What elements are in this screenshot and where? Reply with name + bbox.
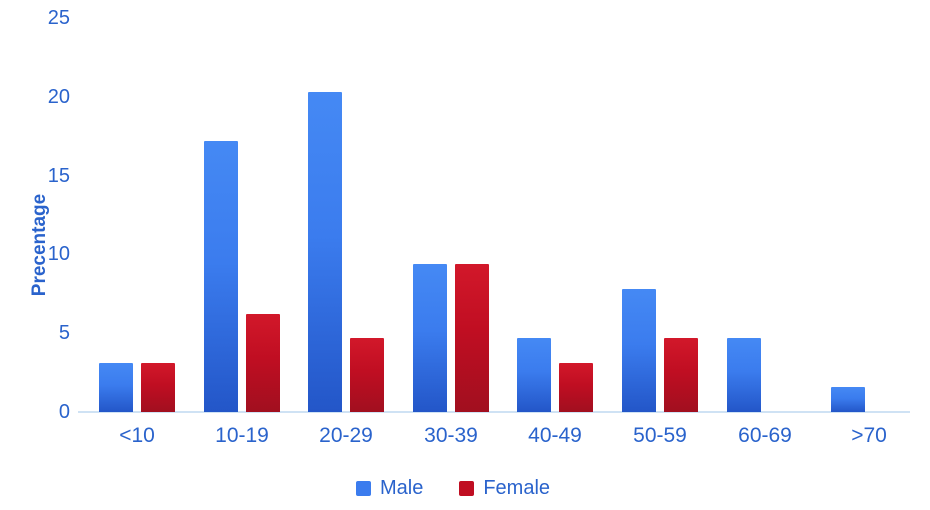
y-tick-label: 10 [47, 243, 70, 266]
legend-swatch-male [355, 481, 371, 496]
y-tick-label: 20 [47, 85, 70, 108]
legend-label: Male [379, 477, 424, 499]
y-tick-label: 5 [58, 322, 70, 345]
y-tick-label: 0 [58, 401, 70, 423]
x-tick-label: 60-69 [738, 424, 792, 447]
bar-female-50-59 [664, 338, 698, 412]
bar-female-20-29 [350, 338, 384, 412]
x-tick-label: 40-49 [528, 424, 582, 447]
bar-female-10-19 [246, 314, 280, 412]
legend-item-male: Male [355, 477, 424, 500]
x-axis-line [78, 411, 910, 413]
x-tick-label: >70 [851, 424, 887, 447]
bar-male-50-59 [622, 289, 656, 412]
bar-female-30-39 [455, 264, 489, 412]
bar-male->70 [831, 387, 865, 412]
bar-male-20-29 [308, 92, 342, 412]
bar-female-<10 [141, 363, 175, 412]
x-tick-label: 30-39 [424, 424, 478, 447]
bar-male-10-19 [204, 141, 238, 412]
legend-item-female: Female [459, 477, 550, 500]
x-tick-label: <10 [119, 424, 155, 447]
x-tick-label: 20-29 [319, 424, 373, 447]
bar-male-<10 [99, 363, 133, 412]
legend-swatch-female [459, 481, 475, 496]
legend: Male Female [0, 477, 918, 500]
y-tick-label: 25 [47, 7, 70, 29]
x-tick-label: 10-19 [215, 424, 269, 447]
bar-female-40-49 [559, 363, 593, 412]
bar-male-30-39 [413, 264, 447, 412]
legend-label: Female [483, 477, 551, 499]
y-tick-label: 15 [47, 164, 70, 187]
x-tick-label: 50-59 [633, 424, 687, 447]
bar-male-60-69 [727, 338, 761, 412]
bar-male-40-49 [517, 338, 551, 412]
